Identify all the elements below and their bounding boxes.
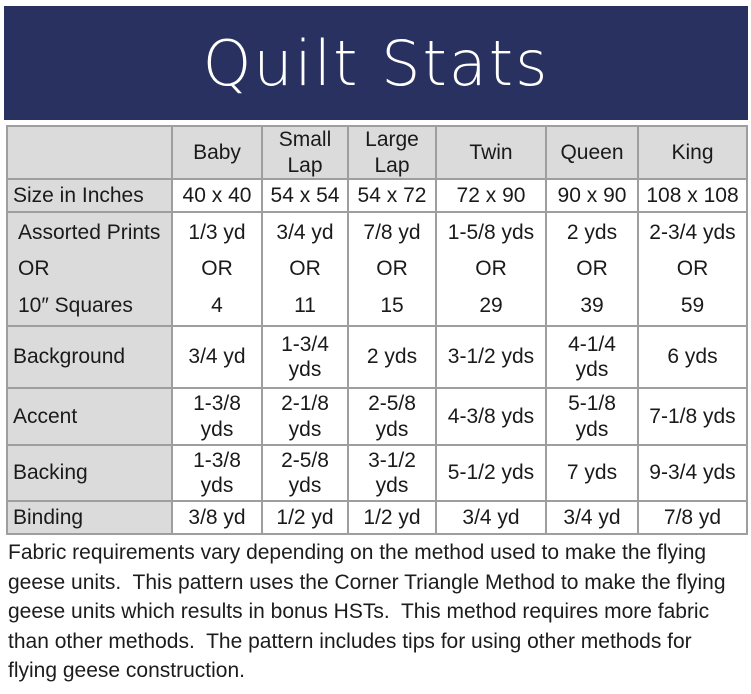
table-cell: 7-1/8 yds xyxy=(637,387,748,447)
table-cell: 4-1/4 yds xyxy=(545,325,639,390)
table-cell: 1-3/8 yds xyxy=(171,444,263,503)
table-cell: 1-5/8 yds OR 29 xyxy=(435,211,547,328)
ten-inch-squares-label: 10″ Squares xyxy=(18,294,133,318)
table-cell: 72 x 90 xyxy=(435,178,547,214)
table-cell: 9-3/4 yds xyxy=(637,444,748,503)
table-cell: 5-1/8 yds xyxy=(545,387,639,447)
table-cell: 40 x 40 xyxy=(171,178,263,214)
binding-row: Binding 3/8 yd 1/2 yd 1/2 yd 3/4 yd 3/4 … xyxy=(6,500,748,536)
header-king: King xyxy=(637,124,748,181)
table-cell: 7 yds xyxy=(545,444,639,503)
background-row: Background 3/4 yd 1-3/4 yds 2 yds 3-1/2 … xyxy=(6,325,748,390)
accent-row: Accent 1-3/8 yds 2-1/8 yds 2-5/8 yds 4-3… xyxy=(6,387,748,447)
table-cell: 2 yds OR 39 xyxy=(545,211,639,328)
row-label: Background xyxy=(6,325,173,390)
row-label: Accent xyxy=(6,387,173,447)
table-cell: 2-1/8 yds xyxy=(261,387,349,447)
assorted-prints-row: Assorted Prints OR 10″ Squares 1/3 yd OR… xyxy=(6,211,748,328)
table-cell: 1-3/4 yds xyxy=(261,325,349,390)
row-label: Assorted Prints OR 10″ Squares xyxy=(6,211,173,328)
or-label: OR xyxy=(18,257,50,281)
table-cell: 3-1/2 yds xyxy=(347,444,437,503)
quilt-stats-table: Baby Small Lap Large Lap Twin Queen King… xyxy=(6,124,748,536)
header-twin: Twin xyxy=(435,124,547,181)
table-cell: 3/8 yd xyxy=(171,500,263,536)
header-queen: Queen xyxy=(545,124,639,181)
header-blank-cell xyxy=(6,124,173,181)
table-cell: 90 x 90 xyxy=(545,178,639,214)
table-cell: 7/8 yd OR 15 xyxy=(347,211,437,328)
table-cell: 4-3/8 yds xyxy=(435,387,547,447)
header-small-lap: Small Lap xyxy=(261,124,349,181)
table-cell: 108 x 108 xyxy=(637,178,748,214)
table-cell: 5-1/2 yds xyxy=(435,444,547,503)
table-cell: 54 x 72 xyxy=(347,178,437,214)
title-banner: Quilt Stats xyxy=(4,6,748,120)
table-cell: 2 yds xyxy=(347,325,437,390)
table-cell: 1/2 yd xyxy=(347,500,437,536)
size-in-inches-row: Size in Inches 40 x 40 54 x 54 54 x 72 7… xyxy=(6,178,748,214)
table-cell: 3/4 yd xyxy=(171,325,263,390)
header-baby: Baby xyxy=(171,124,263,181)
page-title: Quilt Stats xyxy=(202,26,550,100)
table-cell: 1-3/8 yds xyxy=(171,387,263,447)
table-cell: 3/4 yd xyxy=(545,500,639,536)
table-cell: 54 x 54 xyxy=(261,178,349,214)
table-cell: 3-1/2 yds xyxy=(435,325,547,390)
row-label: Backing xyxy=(6,444,173,503)
fabric-requirements-note: Fabric requirements vary depending on th… xyxy=(8,541,732,682)
row-label: Size in Inches xyxy=(6,178,173,214)
table-cell: 3/4 yd xyxy=(435,500,547,536)
table-cell: 1/3 yd OR 4 xyxy=(171,211,263,328)
assorted-prints-label: Assorted Prints xyxy=(18,220,161,244)
table-cell: 1/2 yd xyxy=(261,500,349,536)
backing-row: Backing 1-3/8 yds 2-5/8 yds 3-1/2 yds 5-… xyxy=(6,444,748,503)
table-cell: 2-5/8 yds xyxy=(347,387,437,447)
table-cell: 3/4 yd OR 11 xyxy=(261,211,349,328)
table-cell: 7/8 yd xyxy=(637,500,748,536)
table-cell: 2-3/4 yds OR 59 xyxy=(637,211,748,328)
row-label: Binding xyxy=(6,500,173,536)
table-cell: 6 yds xyxy=(637,325,748,390)
table-cell: 2-5/8 yds xyxy=(261,444,349,503)
table-header-row: Baby Small Lap Large Lap Twin Queen King xyxy=(6,124,748,181)
header-large-lap: Large Lap xyxy=(347,124,437,181)
